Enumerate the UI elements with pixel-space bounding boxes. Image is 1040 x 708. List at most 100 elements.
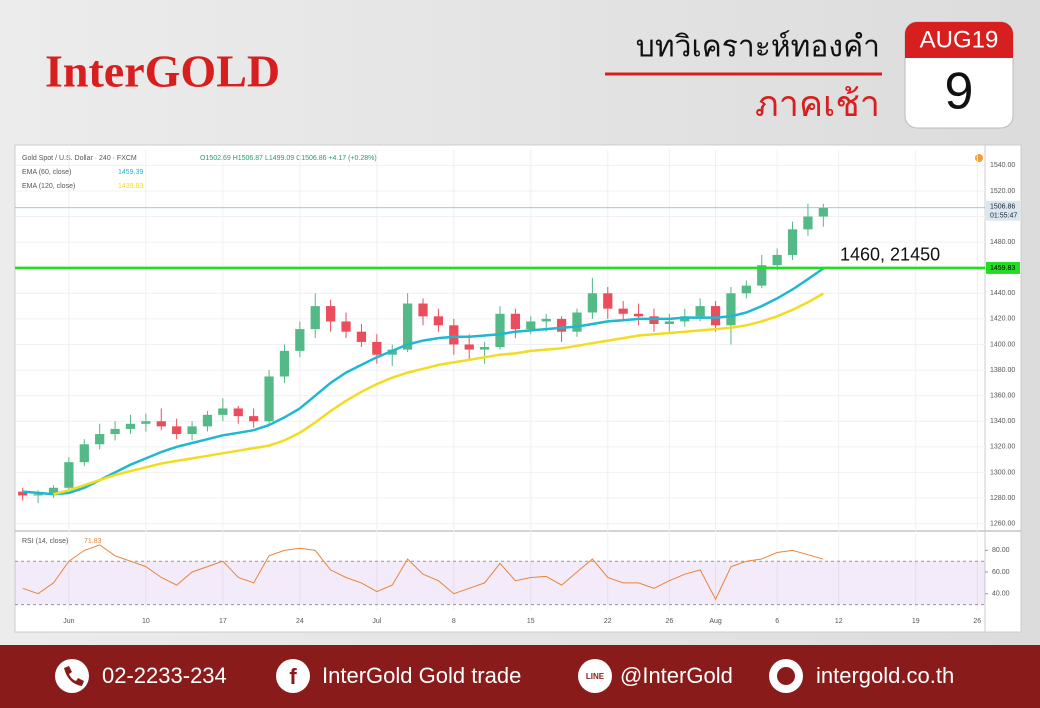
footer-phone: 02-2233-234 [102, 663, 227, 688]
candle-body [172, 426, 182, 435]
level-tag [986, 261, 1020, 274]
x-tick-label: 22 [604, 618, 612, 625]
calendar-day: 9 [945, 63, 974, 121]
candle-body [356, 331, 367, 342]
calendar-month: AUG19 [920, 26, 999, 53]
x-tick-label: 12 [835, 618, 843, 625]
x-tick-label: 26 [665, 618, 673, 625]
level-label: 1459.83 [990, 265, 1015, 272]
candle-body [218, 408, 228, 415]
y-tick-label: 1520.00 [990, 188, 1015, 195]
candle-body [264, 376, 274, 422]
candle-body [495, 313, 505, 348]
candle-body [64, 462, 74, 488]
candle-body [403, 303, 413, 350]
candle-body [418, 303, 428, 317]
line-glyph: LINE [586, 672, 605, 681]
candle-body [649, 316, 659, 325]
candle-body [433, 316, 444, 326]
x-tick-label: 19 [912, 618, 920, 625]
candle-body [695, 306, 705, 317]
legend-label: EMA (120, close) [22, 183, 75, 190]
chart-frame [14, 144, 1022, 633]
legend-value: 1439.83 [118, 183, 143, 190]
candle-body [664, 321, 674, 325]
x-tick-label: 17 [219, 618, 227, 625]
y-tick-label: 1300.00 [990, 469, 1015, 476]
footer-facebook: InterGold Gold trade [322, 663, 521, 688]
y-tick-label: 1320.00 [990, 444, 1015, 451]
candle-body [187, 426, 197, 435]
candle-body [125, 423, 136, 429]
candle-body [326, 306, 336, 322]
alert-icon [975, 154, 983, 162]
rsi-band-fill [15, 561, 985, 605]
candle-body [310, 306, 320, 330]
last-price-tag [986, 200, 1020, 221]
candle-body [510, 313, 521, 330]
candle-body [726, 293, 736, 326]
ohlc: O1502.69 H1506.87 L1499.09 C1506.86 +4.1… [200, 155, 377, 162]
x-tick-label: 10 [142, 618, 150, 625]
y-tick-label: 1540.00 [990, 162, 1015, 169]
candle-body [372, 341, 382, 355]
logo: InterGOLD [45, 46, 280, 97]
candle-body [202, 414, 213, 427]
legend-value: 1459.39 [118, 169, 143, 176]
facebook-glyph: f [289, 664, 297, 689]
y-tick-label: 1380.00 [990, 367, 1015, 374]
candle-body [818, 207, 828, 217]
candle-body [787, 229, 798, 255]
candle-body [572, 312, 582, 332]
candle-body [603, 293, 613, 309]
y-tick-label: 1280.00 [990, 495, 1015, 502]
rsi-tick-label: 80.00 [992, 547, 1010, 554]
candle-body [772, 254, 782, 266]
footer-line: @InterGold [620, 663, 733, 688]
rsi-tick-label: 60.00 [992, 569, 1010, 576]
candle-body [18, 491, 28, 496]
footer: 02-2233-234 f InterGold Gold trade LINE … [0, 645, 1040, 708]
candle-body [741, 285, 751, 294]
rsi-tick-label: 40.00 [992, 591, 1010, 598]
candle-body [803, 216, 813, 230]
calendar-header [905, 22, 1013, 58]
candle-body [479, 347, 490, 350]
line-icon [578, 659, 612, 693]
x-tick-label: 24 [296, 618, 304, 625]
candle-body [680, 316, 690, 322]
x-tick-label: Jul [372, 618, 381, 625]
title: บทวิเคราะห์ทองคำ [636, 30, 880, 65]
y-tick-label: 1420.00 [990, 316, 1015, 323]
last-price-label: 1506.86 [990, 204, 1015, 211]
x-tick-label: 15 [527, 618, 535, 625]
candle-body [587, 293, 597, 313]
footer-web: intergold.co.th [816, 663, 954, 688]
countdown-label: 01:55:47 [990, 213, 1017, 220]
candle-body [710, 306, 721, 326]
candle-body [757, 265, 767, 286]
candle-body [48, 487, 59, 495]
candle-body [449, 325, 459, 345]
candle-body [341, 321, 351, 332]
candle-body [141, 421, 151, 424]
rsi-legend: RSI (14, close) [22, 538, 68, 545]
candle-body [233, 408, 243, 417]
subtitle: ภาคเช้า [755, 84, 880, 125]
candle-body [156, 421, 166, 427]
candle-body [33, 494, 43, 496]
x-tick-label: Aug [709, 618, 722, 625]
candle-body [95, 434, 105, 445]
candle-body [526, 321, 536, 330]
candle-body [279, 350, 290, 377]
y-tick-label: 1340.00 [990, 418, 1015, 425]
rsi-line [22, 544, 824, 601]
candle-body [633, 313, 644, 317]
candle-body [110, 428, 120, 435]
candle-body [618, 308, 628, 314]
web-glyph [777, 667, 795, 685]
candle-body [556, 318, 567, 332]
phone-icon [55, 659, 89, 693]
y-tick-label: 1260.00 [990, 520, 1015, 527]
